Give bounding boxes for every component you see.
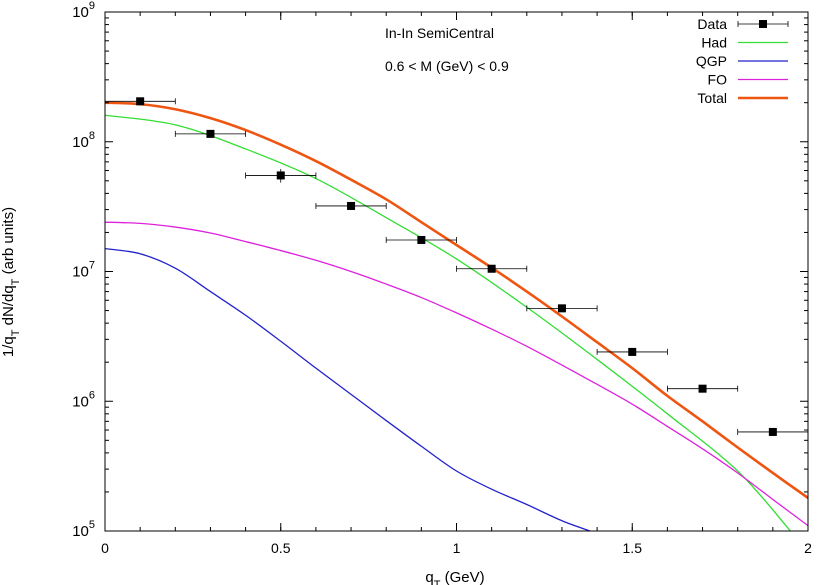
axis-ticks: 0 0.5 1 1.5 2 105 106 107 108 109 [72,0,812,556]
data-points [104,97,809,436]
x-tick-label: 2 [804,540,812,556]
data-point [456,264,528,273]
data-marker [136,97,145,106]
data-point [596,347,668,356]
legend-entry-had: Had [701,35,788,51]
annotation-mass-range: 0.6 < M (GeV) < 0.9 [385,58,509,74]
legend-marker [759,20,767,28]
y-tick-label: 109 [72,0,95,21]
legend-entry-data: Data [697,16,789,32]
x-tick-label: 1.5 [623,540,643,556]
y-axis-label: 1/qT dN/dqT (arb units) [0,207,22,357]
series-line-total [105,101,808,499]
data-marker [276,171,285,180]
x-tick-label: 0.5 [271,540,291,556]
legend-label: Total [697,90,727,106]
x-tick-label: 0 [101,540,109,556]
x-axis-label: qT (GeV) [425,569,484,585]
data-marker [206,129,215,138]
data-point [526,304,598,313]
y-tick-label: 107 [72,260,95,281]
y-tick-label: 106 [72,389,95,410]
x-tick-label: 1 [453,540,461,556]
data-point [385,235,457,244]
data-point [245,169,317,183]
annotation-collision-system: In-In SemiCentral [385,25,494,41]
y-tick-label: 108 [72,130,95,151]
data-marker [347,201,356,210]
legend: Data Had QGP FO Total [696,16,789,106]
legend-label: FO [708,72,728,88]
data-marker [417,235,426,244]
chart-curves [105,101,808,531]
data-marker [768,427,777,436]
data-point [737,427,809,436]
legend-entry-fo: FO [708,72,788,88]
legend-entry-total: Total [697,90,788,106]
data-marker [557,304,566,313]
data-point [174,129,247,138]
data-marker [487,264,496,273]
y-tick-label: 105 [72,519,95,540]
data-marker [698,384,707,393]
legend-label: Data [697,16,727,32]
series-line-qgp [105,248,591,531]
series-line-had [105,114,791,531]
legend-label: Had [701,35,727,51]
series-line-fo [105,221,808,527]
data-marker [628,347,637,356]
data-point [315,201,387,210]
legend-label: QGP [696,53,727,69]
data-point [667,384,739,393]
legend-entry-qgp: QGP [696,53,788,69]
